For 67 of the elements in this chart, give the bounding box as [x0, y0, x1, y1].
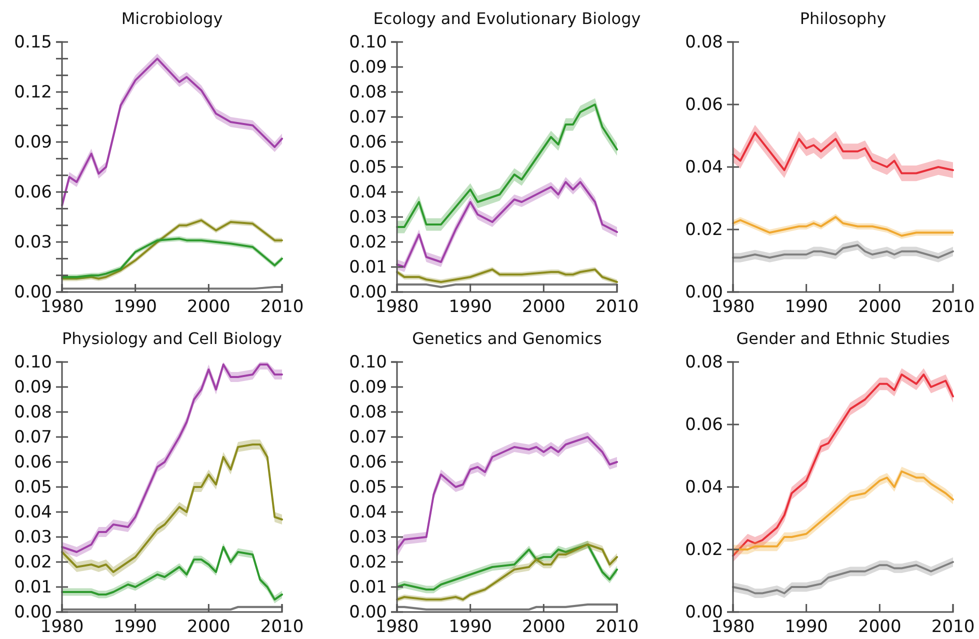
- y-tick-label: 0.08: [685, 352, 723, 372]
- y-tick-label: 0.03: [349, 207, 387, 228]
- y-tick-label: 0.09: [14, 132, 52, 152]
- x-tick-label: 1990: [784, 297, 828, 318]
- y-tick-label: 0.01: [14, 577, 52, 598]
- y-tick-label: 0.06: [349, 452, 387, 472]
- y-tick-label: 0.09: [349, 377, 387, 398]
- chart-title: Gender and Ethnic Studies: [736, 329, 950, 348]
- x-tick-label: 1990: [448, 297, 492, 318]
- x-tick-label: 2010: [260, 617, 304, 638]
- y-tick-label: 0.04: [349, 182, 387, 202]
- y-tick-label: 0.05: [14, 477, 52, 498]
- y-tick-label: 0.08: [349, 402, 387, 422]
- y-tick-label: 0.02: [349, 232, 387, 252]
- chart-title: Physiology and Cell Biology: [62, 329, 282, 348]
- y-tick-label: 0.06: [349, 132, 387, 152]
- y-tick-label: 0.02: [685, 220, 723, 240]
- y-tick-label: 0.12: [14, 82, 52, 102]
- y-tick-label: 0.08: [685, 32, 723, 52]
- y-tick-label: 0.09: [14, 377, 52, 398]
- x-tick-label: 2000: [522, 297, 566, 318]
- y-tick-label: 0.08: [14, 402, 52, 422]
- x-tick-label: 2010: [595, 297, 639, 318]
- y-tick-label: 0.03: [349, 527, 387, 548]
- chart-title: Microbiology: [121, 9, 223, 28]
- x-tick-label: 2000: [187, 297, 230, 318]
- y-tick-label: 0.02: [349, 552, 387, 572]
- y-tick-label: 0.03: [14, 232, 52, 252]
- y-tick-label: 0.10: [14, 352, 52, 372]
- x-tick-label: 2010: [260, 297, 304, 318]
- y-tick-label: 0.04: [349, 502, 387, 522]
- chart-title: Ecology and Evolutionary Biology: [373, 9, 641, 28]
- x-tick-label: 2010: [931, 617, 975, 638]
- x-tick-label: 1990: [784, 617, 828, 638]
- x-tick-label: 1990: [448, 617, 492, 638]
- y-tick-label: 0.04: [685, 477, 723, 498]
- x-tick-label: 1990: [114, 617, 157, 638]
- x-tick-label: 2000: [187, 617, 230, 638]
- y-tick-label: 0.05: [349, 157, 387, 178]
- y-tick-label: 0.10: [349, 32, 387, 52]
- y-tick-label: 0.01: [349, 257, 387, 278]
- chart-title: Genetics and Genomics: [412, 329, 602, 348]
- x-tick-label: 2000: [522, 617, 566, 638]
- y-tick-label: 0.07: [349, 107, 387, 128]
- y-tick-label: 0.06: [14, 182, 52, 202]
- x-tick-label: 2000: [858, 617, 902, 638]
- y-tick-label: 0.04: [14, 502, 52, 522]
- y-tick-label: 0.01: [349, 577, 387, 598]
- x-tick-label: 1990: [114, 297, 157, 318]
- y-tick-label: 0.05: [349, 477, 387, 498]
- y-tick-label: 0.03: [14, 527, 52, 548]
- y-tick-label: 0.06: [685, 94, 723, 115]
- y-tick-label: 0.06: [14, 452, 52, 472]
- y-tick-label: 0.06: [685, 414, 723, 435]
- y-tick-label: 0.15: [14, 32, 52, 52]
- y-tick-label: 0.02: [685, 540, 723, 560]
- y-tick-label: 0.09: [349, 57, 387, 78]
- y-tick-label: 0.04: [685, 157, 723, 178]
- x-tick-label: 2010: [931, 297, 975, 318]
- x-tick-label: 2010: [595, 617, 639, 638]
- y-tick-label: 0.02: [14, 552, 52, 572]
- x-tick-label: 2000: [858, 297, 902, 318]
- y-tick-label: 0.07: [349, 427, 387, 448]
- y-tick-label: 0.08: [349, 82, 387, 102]
- chart-title: Philosophy: [800, 9, 886, 28]
- y-tick-label: 0.07: [14, 427, 52, 448]
- y-tick-label: 0.10: [349, 352, 387, 372]
